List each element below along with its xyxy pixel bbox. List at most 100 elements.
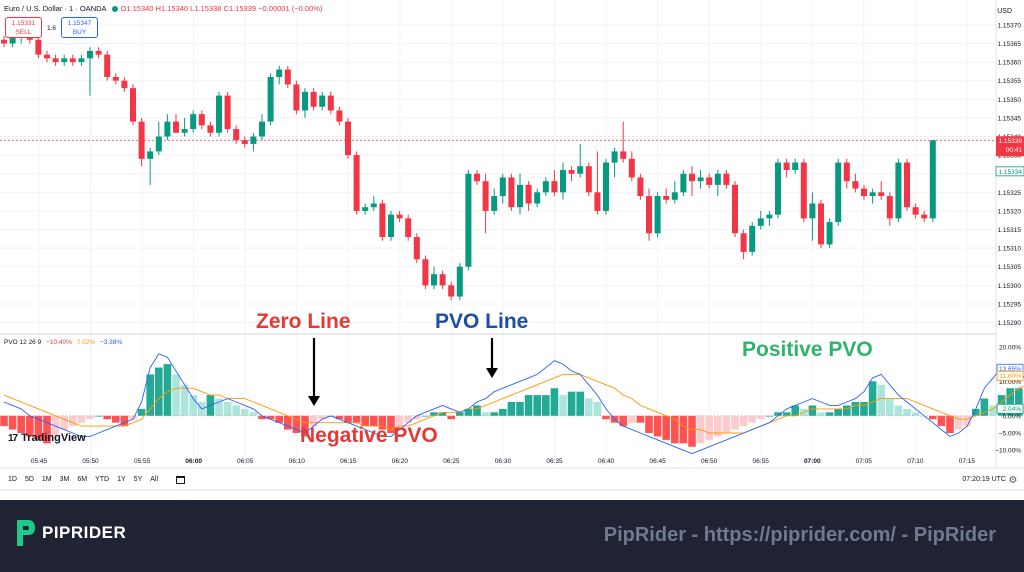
candle-body — [637, 177, 644, 197]
pvo-line — [3, 353, 1024, 455]
piprider-mark-icon — [17, 520, 35, 546]
candle-body — [560, 170, 566, 193]
pvo-histogram-bar — [0, 415, 8, 427]
pvo-value-1: −10.40% — [46, 339, 72, 346]
pvo-histogram-bar — [731, 415, 739, 430]
pvo-histogram-bar — [636, 415, 645, 423]
buy-button[interactable]: 1.15347 BUY — [61, 17, 98, 38]
pvo-histogram-bar — [69, 415, 77, 427]
pvo-histogram-bar — [223, 402, 232, 416]
candle-body — [241, 140, 248, 144]
price-tick-label: 1.15310 — [998, 246, 1022, 253]
pvo-histogram-bar — [215, 398, 223, 416]
candle-body — [388, 214, 394, 237]
pvo-value-tag-label: 2.04% — [1003, 406, 1022, 413]
candle-body — [663, 196, 670, 200]
chart-header: Euro / U.S. Dollar · 1 · OANDA O1.15340 … — [4, 4, 322, 13]
range-ytd[interactable]: YTD — [95, 476, 110, 483]
range-3m[interactable]: 3M — [59, 476, 70, 483]
pvo-axis[interactable]: 20.00% 10.00% 0.00% −5.00% −10.00% — [995, 344, 1021, 454]
pvo-histogram-bar — [232, 405, 240, 416]
pvo-histogram-bar — [593, 402, 602, 416]
pvo-histogram-bar — [834, 408, 842, 416]
candle-body — [517, 184, 523, 208]
candle-body — [9, 36, 16, 44]
pvo-histogram-bar — [155, 367, 163, 416]
range-1d[interactable]: 1D — [8, 476, 17, 483]
pvo-histogram-bar — [189, 395, 197, 416]
pvo-name[interactable]: PVO 12 26 9 — [4, 339, 42, 346]
time-tick-label: 06:35 — [546, 458, 563, 465]
pvo-histogram-bar — [275, 415, 283, 423]
chart-canvas[interactable]: 1.15370 1.15365 1.15360 1.15355 1.15350 1.153… — [0, 0, 1024, 500]
candle-body — [800, 162, 807, 219]
pvo-histogram-bar — [860, 402, 868, 416]
time-tick-label: 07:10 — [907, 458, 924, 465]
candle-body — [654, 196, 661, 234]
pvo-histogram-bar — [378, 415, 387, 430]
candle-body — [439, 274, 446, 286]
range-1m[interactable]: 1M — [41, 476, 52, 483]
range-5d[interactable]: 5D — [24, 476, 34, 483]
currency-label[interactable]: USD — [997, 8, 1012, 15]
price-tick-label: 1.15315 — [998, 227, 1022, 234]
settings-gear-icon[interactable]: ⚙ — [1009, 475, 1018, 486]
pvo-histogram-bar — [438, 412, 447, 416]
piprider-logo[interactable]: PIPRIDER — [14, 518, 126, 548]
pvo-histogram-bar — [43, 415, 51, 444]
utc-clock[interactable]: 07:20:19 UTC — [962, 476, 1006, 483]
range-all[interactable]: All — [150, 476, 159, 483]
candle-body — [783, 162, 790, 170]
candle-body — [482, 181, 489, 211]
tradingview-logo[interactable]: 17 TradingView — [8, 432, 86, 444]
pvo-histogram-bar — [791, 405, 799, 416]
symbol-title[interactable]: Euro / U.S. Dollar · 1 · OANDA — [4, 4, 107, 13]
range-1y[interactable]: 1Y — [117, 476, 126, 483]
candle-body — [370, 203, 377, 208]
pvo-line-annotation: PVO Line — [435, 310, 529, 333]
candle-body — [422, 259, 429, 286]
time-tick-label: 06:10 — [289, 458, 306, 465]
candle-body — [233, 129, 240, 141]
pvo-histogram-bar — [705, 415, 713, 440]
pvo-tick-label: 20.00% — [999, 344, 1021, 351]
time-tick-label: 06:45 — [649, 458, 666, 465]
time-axis[interactable]: 05:45 05:50 05:55 06:00 06:05 06:10 06:15 06:20… — [31, 458, 976, 465]
calendar-icon[interactable] — [176, 476, 186, 484]
candle-body — [155, 136, 162, 152]
candle-body — [886, 196, 893, 219]
candle-body — [259, 121, 265, 137]
range-toolbar: 1D 5D 1M 3M 6M YTD 1Y 5Y All — [8, 476, 186, 484]
sell-button[interactable]: 1.15331 SELL — [5, 17, 42, 38]
time-tick-label: 07:05 — [856, 458, 873, 465]
other-price-label: 1.15334 — [999, 169, 1023, 176]
price-tick-label: 1.15325 — [998, 190, 1022, 197]
pvo-histogram-bar — [714, 415, 722, 437]
pvo-histogram-bar — [877, 384, 885, 416]
candle-body — [895, 162, 902, 219]
pvo-histogram-bar — [937, 415, 946, 427]
pvo-histogram-bar — [447, 415, 455, 420]
pvo-histogram-bar — [989, 405, 997, 416]
pvo-histogram-bar — [395, 415, 404, 427]
pvo-histogram-bar — [146, 374, 154, 416]
pvo-histogram-bar — [344, 415, 352, 423]
time-tick-label: 05:45 — [31, 458, 48, 465]
pvo-histogram-bar — [516, 402, 524, 416]
range-6m[interactable]: 6M — [77, 476, 88, 483]
candle-body — [396, 214, 403, 219]
piprider-brand: PIPRIDER — [42, 523, 127, 542]
pvo-histogram-bar — [851, 402, 860, 416]
tradingview-mark-icon: 17 — [8, 432, 18, 444]
price-axis[interactable]: 1.15370 1.15365 1.15360 1.15355 1.15350 1.153… — [998, 22, 1022, 327]
candle-body — [284, 69, 291, 85]
candle-body — [809, 203, 816, 219]
pvo-histogram-bar — [137, 408, 146, 416]
candle-body — [1, 39, 7, 44]
pvo-histogram-bar — [499, 408, 507, 416]
range-5y[interactable]: 5Y — [133, 476, 143, 483]
candle-body — [706, 177, 713, 185]
candle-body — [508, 177, 515, 208]
price-tick-label: 1.15300 — [998, 283, 1022, 290]
candle-body — [198, 114, 205, 126]
